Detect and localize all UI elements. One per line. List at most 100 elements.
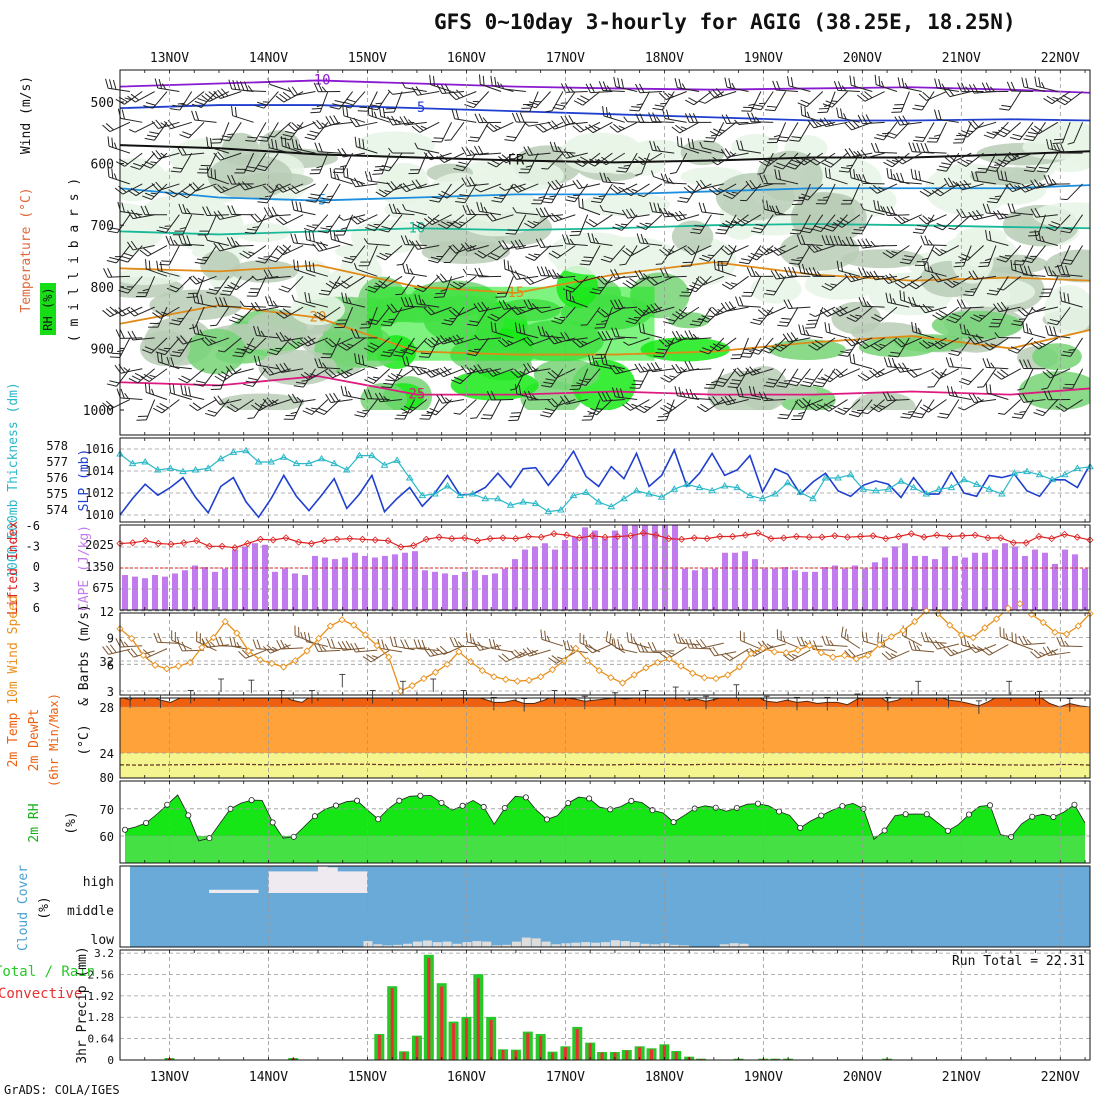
- barb-flag: [953, 265, 964, 268]
- barb-flag: [267, 206, 274, 217]
- barb-flag: [250, 288, 261, 290]
- barb-flag: [997, 288, 1004, 291]
- barb-staff: [876, 368, 898, 378]
- barb-flag: [596, 277, 605, 285]
- wind-barb: [986, 276, 1009, 296]
- barb-flag: [941, 83, 946, 90]
- barb-flag: [900, 172, 905, 183]
- wind-barb: [402, 263, 427, 277]
- barb-staff: [850, 362, 873, 370]
- wind-barb: [275, 183, 304, 193]
- barb-flag: [415, 240, 422, 249]
- barb-flag: [367, 224, 378, 229]
- barb-staff: [466, 273, 489, 277]
- barb-flag: [535, 238, 542, 248]
- barb-flag: [317, 82, 323, 92]
- barb-flag: [1047, 174, 1053, 185]
- barb-flag: [482, 117, 488, 123]
- cape-bar: [462, 571, 468, 610]
- cape-bar: [142, 578, 148, 610]
- barb-flag: [234, 107, 237, 117]
- barb-staff: [874, 151, 898, 154]
- barb-flag: [191, 110, 196, 121]
- barb-staff: [405, 87, 427, 93]
- wind-barb: [478, 74, 502, 92]
- barb-flag: [483, 206, 488, 213]
- barb-flag: [1004, 171, 1008, 182]
- barb-staff: [1001, 368, 1021, 380]
- barb-flag: [239, 81, 245, 91]
- barb-flag: [961, 82, 967, 92]
- thickness-tick-label: 577: [46, 455, 68, 469]
- barb-flag: [617, 77, 621, 88]
- barb-flag: [544, 266, 550, 277]
- wind-barb: [958, 245, 984, 261]
- wind-barb: [808, 152, 836, 166]
- barb-flag: [966, 159, 973, 163]
- wind-barb: [312, 241, 341, 252]
- barb-flag: [469, 149, 476, 156]
- wind-barb: [1045, 214, 1071, 232]
- barb-flag: [941, 162, 952, 166]
- wind-barb: [1044, 266, 1071, 277]
- barb-staff: [503, 88, 526, 93]
- barb-flag: [1042, 288, 1053, 290]
- wind-barb: [804, 306, 824, 329]
- barb-flag: [245, 139, 256, 142]
- barb-flag: [902, 115, 909, 125]
- wind-barb: [646, 362, 675, 373]
- barb-flag: [791, 159, 801, 164]
- barb-flag: [415, 179, 423, 188]
- wind-barb: [278, 275, 304, 293]
- barb-flag: [646, 278, 655, 286]
- wind-barb: [226, 237, 254, 247]
- barb-flag: [788, 266, 793, 277]
- barb-staff: [194, 119, 217, 123]
- barb-flag: [696, 180, 703, 190]
- barb-flag: [688, 97, 698, 103]
- barb-staff: [639, 651, 662, 654]
- wind-barb: [821, 152, 848, 168]
- barb-flag: [491, 200, 502, 203]
- wind-barb: [267, 78, 291, 92]
- barb-flag: [169, 285, 180, 290]
- barb-flag: [833, 222, 843, 228]
- barb-flag: [1051, 178, 1057, 185]
- barb-flag: [916, 645, 921, 651]
- barb-flag: [112, 79, 117, 90]
- barb-flag: [972, 270, 979, 280]
- barb-flag: [840, 261, 844, 272]
- barb-staff: [602, 181, 625, 185]
- barb-flag: [287, 186, 297, 194]
- barb-flag: [750, 267, 756, 277]
- pressure-axis-title: ( m i l l i b a r s ): [67, 178, 82, 342]
- barb-flag: [903, 217, 910, 221]
- barb-flag: [662, 108, 666, 119]
- barb-flag: [186, 296, 197, 299]
- wind-barb: [708, 88, 737, 99]
- barb-flag: [440, 288, 447, 292]
- barb-flag: [313, 313, 323, 320]
- barb-flag: [603, 255, 614, 260]
- barb-flag: [330, 638, 336, 649]
- barb-flag: [789, 262, 800, 265]
- wind-barb: [547, 120, 576, 130]
- barb-flag: [379, 168, 390, 172]
- barb-flag: [403, 115, 410, 125]
- barb-flag: [200, 294, 204, 305]
- barb-staff: [806, 91, 824, 107]
- barb-flag: [257, 257, 268, 261]
- barb-flag: [359, 327, 370, 329]
- barb-flag: [659, 268, 666, 278]
- barb-flag: [362, 139, 365, 150]
- barb-flag: [219, 138, 230, 142]
- barb-flag: [789, 232, 800, 235]
- wind-barb: [899, 245, 923, 265]
- barb-flag: [498, 156, 507, 164]
- barb-flag: [169, 322, 180, 326]
- wind-barb: [251, 275, 279, 281]
- wind-barb: [869, 270, 898, 281]
- wind-barb: [244, 214, 267, 235]
- barb-flag: [510, 270, 517, 280]
- barb-flag: [295, 139, 299, 150]
